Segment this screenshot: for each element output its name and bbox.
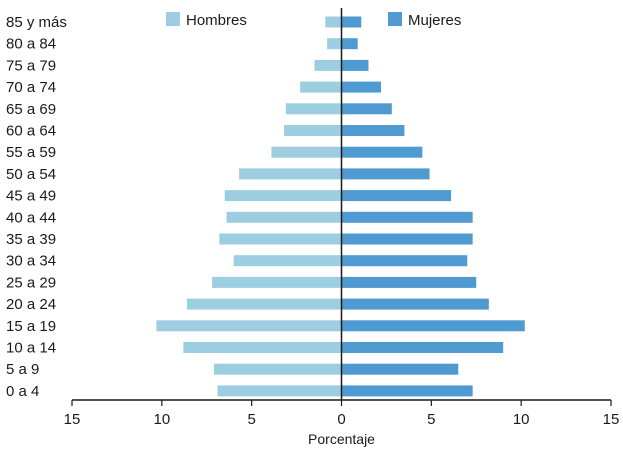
bar-hombres — [156, 320, 342, 332]
bar-hombres — [233, 255, 342, 267]
bar-mujeres — [341, 233, 473, 245]
bar-hombres — [183, 342, 342, 353]
category-label: 80 a 84 — [6, 36, 56, 53]
category-label: 60 a 64 — [6, 123, 56, 140]
bar-mujeres — [341, 276, 477, 288]
x-tick-label: 10 — [513, 411, 530, 428]
bar-mujeres — [341, 146, 423, 158]
category-label: 75 a 79 — [6, 57, 56, 74]
bar-mujeres — [341, 103, 392, 115]
bar-mujeres — [341, 190, 452, 202]
x-axis-title: Porcentaje — [308, 431, 375, 447]
bar-mujeres — [341, 38, 358, 50]
bar-mujeres — [341, 125, 405, 136]
bar-mujeres — [341, 81, 382, 93]
x-tick-label: 5 — [247, 411, 255, 428]
category-label: 65 a 69 — [6, 101, 56, 118]
x-axis-group: 15 10 5 0 5 10 15 — [64, 399, 620, 428]
legend-label-hombres: Hombres — [186, 12, 247, 29]
x-tick-label: 0 — [337, 411, 345, 428]
bar-hombres — [213, 363, 342, 375]
x-tick-label: 15 — [603, 411, 620, 428]
category-label: 25 a 29 — [6, 274, 56, 291]
bar-mujeres — [341, 363, 459, 375]
bar-mujeres — [341, 385, 473, 397]
bar-mujeres — [341, 168, 430, 180]
category-label: 10 a 14 — [6, 340, 56, 357]
x-tick-label: 10 — [153, 411, 170, 428]
bars-group — [156, 16, 525, 397]
x-tick-label: 5 — [427, 411, 435, 428]
bar-mujeres — [341, 211, 473, 223]
bar-hombres — [327, 38, 342, 50]
category-label: 40 a 44 — [6, 209, 56, 226]
category-label: 30 a 34 — [6, 253, 56, 270]
category-label: 5 a 9 — [6, 361, 39, 378]
legend-label-mujeres: Mujeres — [408, 12, 461, 29]
x-tick-label: 15 — [64, 411, 81, 428]
bar-mujeres — [341, 255, 468, 267]
bar-mujeres — [341, 16, 362, 28]
category-label: 45 a 49 — [6, 188, 56, 205]
legend-swatch-hombres — [166, 12, 180, 26]
bar-hombres — [271, 146, 342, 158]
bar-hombres — [186, 298, 342, 310]
bar-hombres — [284, 125, 342, 136]
bar-hombres — [224, 190, 342, 202]
bar-mujeres — [341, 320, 525, 332]
bar-hombres — [226, 211, 342, 223]
category-label: 20 a 24 — [6, 296, 56, 313]
legend-swatch-mujeres — [388, 12, 402, 26]
legend-group: Hombres Mujeres — [166, 12, 461, 29]
bar-mujeres — [341, 59, 369, 71]
bar-mujeres — [341, 298, 489, 310]
category-label: 50 a 54 — [6, 166, 56, 183]
bar-mujeres — [341, 342, 504, 353]
category-labels-group: 85 y más 80 a 84 75 a 79 70 a 74 65 a 69 60 a… — [6, 14, 67, 400]
bar-hombres — [300, 81, 342, 93]
category-label: 70 a 74 — [6, 79, 56, 96]
category-label: 15 a 19 — [6, 318, 56, 335]
bar-hombres — [314, 59, 342, 71]
bar-hombres — [212, 276, 342, 288]
category-label: 0 a 4 — [6, 383, 39, 400]
category-label: 85 y más — [6, 14, 67, 31]
bar-hombres — [239, 168, 342, 180]
bar-hombres — [219, 233, 342, 245]
category-label: 55 a 59 — [6, 144, 56, 161]
bar-hombres — [285, 103, 342, 115]
category-label: 35 a 39 — [6, 231, 56, 248]
bar-hombres — [325, 16, 342, 28]
bar-hombres — [217, 385, 342, 397]
